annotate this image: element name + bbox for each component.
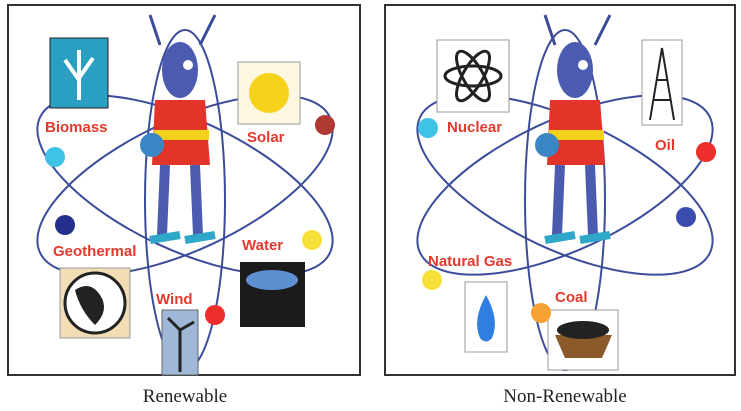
label: Geothermal [53, 243, 136, 260]
caption: Non-Renewable [503, 386, 626, 407]
nuclear-icon [437, 40, 509, 112]
label: Nuclear [447, 119, 502, 136]
label: Wind [156, 291, 193, 308]
caption: Renewable [143, 386, 227, 407]
label: Biomass [45, 119, 108, 136]
non-renewable-panel: Nuclear Oil Natural Gas Coal Non-Renewab… [385, 5, 737, 407]
label: Solar [247, 129, 285, 146]
label: Natural Gas [428, 253, 512, 270]
label: Coal [555, 289, 588, 306]
renewable-panel: Biomass Solar Geothermal Water Wind Rene… [8, 5, 360, 407]
energy-diagram: Biomass Solar Geothermal Water Wind Rene… [0, 0, 741, 411]
label: Water [242, 237, 283, 254]
label: Oil [655, 137, 675, 154]
